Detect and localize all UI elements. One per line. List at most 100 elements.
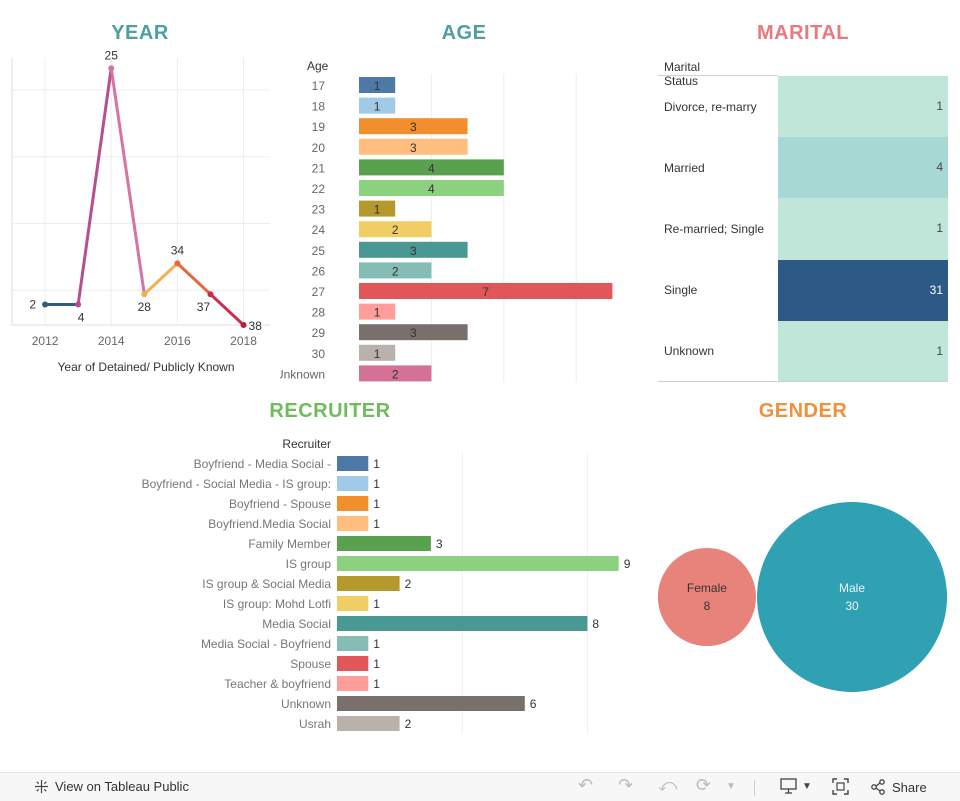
year-point [108, 65, 115, 72]
age-bar [359, 118, 468, 135]
recruiter-bar-label: 8 [592, 617, 599, 631]
age-category-label: 30 [312, 347, 326, 361]
download-button[interactable] [780, 778, 798, 797]
year-x-tick-label: 2016 [164, 334, 191, 348]
refresh-button[interactable]: ⟳ [696, 775, 712, 795]
age-bar-label: 1 [374, 306, 381, 320]
age-category-label: 18 [312, 100, 326, 114]
age-bar [359, 200, 396, 217]
age-bar [359, 365, 432, 382]
recruiter-bar [337, 556, 619, 571]
marital-row: Re-married; Single 1 [658, 198, 948, 260]
recruiter-header: Recruiter [282, 437, 331, 451]
age-category-label: 21 [312, 161, 326, 175]
recruiter-bar [337, 596, 369, 611]
tableau-logo-icon [34, 779, 49, 794]
recruiter-bar-label: 1 [373, 597, 380, 611]
marital-row-value: 1 [778, 320, 948, 382]
recruiter-bar [337, 576, 400, 591]
share-button[interactable]: Share [870, 779, 927, 795]
recruiter-bar [337, 496, 369, 511]
year-line-chart: 2012 2014 2016 2018 Year of Detained/ Public… [11, 50, 270, 374]
gender-bubble-male [757, 502, 947, 692]
marital-row-value: 31 [778, 259, 948, 321]
age-bar [359, 324, 468, 341]
recruiter-bar [337, 616, 588, 631]
recruiter-category-label: Media Social - Boyfriend [201, 637, 331, 651]
recruiter-bar-label: 1 [373, 497, 380, 511]
recruiter-bar [337, 716, 400, 731]
age-category-label: 27 [312, 285, 326, 299]
age-category-label: 25 [312, 244, 326, 258]
age-category-label: 20 [312, 141, 326, 155]
age-category-label: 22 [312, 182, 326, 196]
download-dropdown-icon[interactable]: ▼ [802, 781, 812, 792]
age-category-label: 19 [312, 120, 326, 134]
recruiter-category-label: Media Social [262, 617, 331, 631]
age-bar [359, 77, 396, 93]
year-point [240, 322, 247, 328]
share-icon [871, 779, 885, 795]
year-x-tick-label: 2018 [230, 334, 257, 348]
marital-row: Single 31 [658, 259, 948, 321]
age-category-label: 26 [312, 264, 326, 278]
recruiter-bar [337, 696, 525, 711]
marital-row-value: 4 [778, 137, 948, 199]
share-label: Share [892, 780, 927, 795]
age-bar-label: 2 [392, 223, 399, 237]
year-point [141, 291, 148, 298]
age-category-label: 28 [312, 306, 326, 320]
age-bar [359, 221, 432, 238]
toolbar-divider [754, 780, 755, 796]
year-line-segment [208, 292, 246, 327]
age-bar-label: 2 [392, 264, 399, 278]
view-on-tableau-link[interactable]: View on Tableau Public [34, 779, 189, 794]
recruiter-bar-label: 1 [373, 477, 380, 491]
recruiter-bar [337, 456, 369, 471]
age-bar-label: 3 [410, 244, 417, 258]
recruiter-category-label: Boyfriend - Social Media - IS group: [142, 477, 331, 491]
year-data-label: 38 [249, 319, 263, 333]
age-bar-label: 1 [374, 79, 381, 93]
year-point [42, 301, 49, 308]
fullscreen-button[interactable] [832, 778, 849, 798]
download-icon [780, 778, 797, 794]
year-data-label: 37 [197, 300, 211, 314]
gender-bubble-female [657, 547, 756, 647]
marital-header-line [658, 75, 778, 76]
age-bar [359, 159, 504, 176]
recruiter-category-label: Teacher & boyfriend [224, 677, 331, 691]
age-bar-label: 2 [392, 367, 399, 381]
undo-button[interactable]: ↶ [578, 775, 594, 795]
marital-row: Unknown 1 [658, 320, 948, 382]
year-data-label: 25 [105, 50, 119, 62]
age-bar [359, 97, 396, 114]
age-bar-label: 4 [428, 161, 435, 175]
recruiter-bar [337, 476, 369, 491]
year-point [75, 301, 82, 308]
year-data-label: 4 [78, 310, 85, 324]
redo-button[interactable]: ↷ [618, 775, 634, 795]
recruiter-bar-chart: Recruiter Boyfriend - Media Social - 1 Boyf… [142, 437, 631, 734]
revert-button[interactable]: ⤺ [658, 775, 678, 795]
recruiter-category-label: Usrah [299, 717, 331, 731]
age-bar-label: 7 [482, 285, 489, 299]
year-point [174, 260, 181, 267]
age-header: Age [307, 59, 329, 73]
refresh-dropdown-icon[interactable]: ▼ [726, 781, 736, 792]
age-category-label: 23 [312, 203, 326, 217]
marital-header: Marital Status [664, 60, 701, 88]
recruiter-bar-label: 1 [373, 637, 380, 651]
marital-row-label: Single [664, 283, 698, 298]
age-bar [359, 283, 613, 299]
recruiter-category-label: Spouse [290, 657, 331, 671]
recruiter-bar [337, 676, 369, 691]
gender-bubble-chart: Female 8 Male 30 [657, 502, 947, 692]
recruiter-category-label: Unknown [281, 697, 331, 711]
age-title: AGE [441, 22, 487, 44]
age-bar [359, 241, 468, 258]
marital-row: Married 4 [658, 137, 948, 199]
age-bar [359, 138, 468, 155]
view-on-tableau-label: View on Tableau Public [55, 779, 189, 794]
